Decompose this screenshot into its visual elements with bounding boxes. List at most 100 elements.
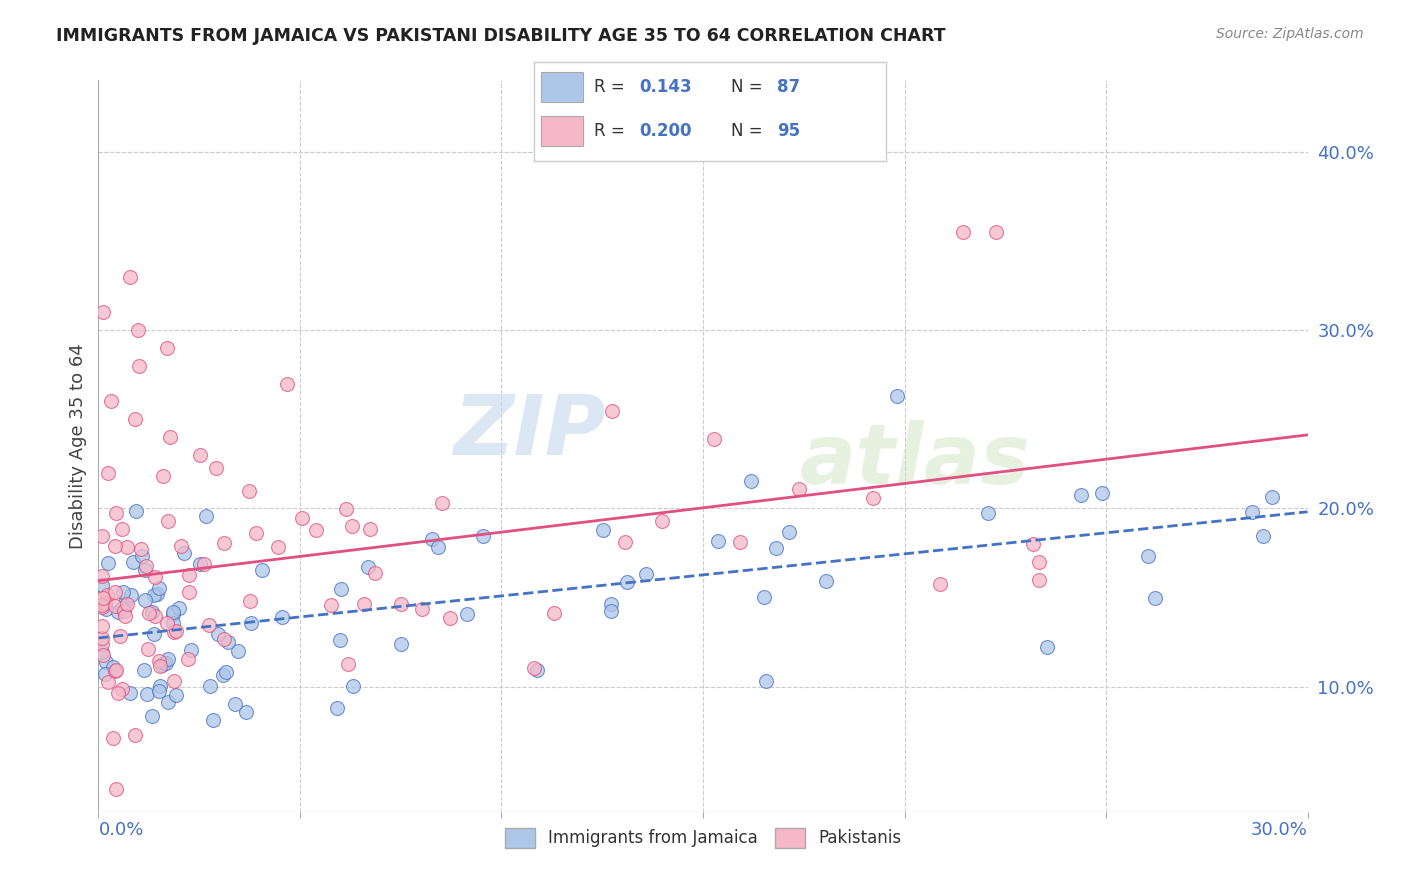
Point (94, 667, 117, 681)
Point (212, 632, 235, 646)
Point (103, 731, 125, 746)
Text: 87: 87 (776, 78, 800, 96)
Point (117, 598, 139, 612)
Point (162, 616, 184, 631)
Point (143, 626, 166, 640)
Point (177, 568, 200, 582)
Point (91, 578, 114, 592)
Point (148, 582, 170, 596)
Point (165, 689, 187, 703)
Point (224, 697, 246, 711)
Point (319, 598, 342, 612)
Point (198, 680, 221, 694)
Point (118, 686, 141, 700)
Point (115, 540, 138, 554)
Point (329, 632, 352, 647)
Point (148, 654, 170, 668)
Point (336, 657, 359, 671)
Point (526, 663, 548, 677)
Point (162, 605, 184, 619)
Point (91, 305, 114, 319)
Point (104, 584, 127, 599)
Point (148, 684, 170, 698)
Point (364, 566, 387, 581)
Point (886, 389, 908, 403)
Point (111, 522, 134, 536)
Point (217, 635, 239, 649)
Legend: Immigrants from Jamaica, Pakistanis: Immigrants from Jamaica, Pakistanis (498, 821, 908, 855)
Point (179, 585, 201, 599)
Point (91, 619, 114, 633)
Point (342, 679, 364, 693)
Point (326, 700, 349, 714)
Point (432, 496, 454, 510)
Point (420, 533, 443, 547)
Point (97, 466, 120, 480)
Point (426, 540, 449, 554)
Point (329, 582, 352, 596)
Point (91, 648, 114, 662)
Text: atlas: atlas (800, 420, 1031, 501)
Point (226, 643, 249, 657)
Point (173, 546, 195, 560)
Point (131, 549, 153, 563)
Point (252, 562, 274, 576)
Point (600, 604, 623, 618)
Point (411, 602, 433, 616)
Point (91, 529, 114, 543)
Point (752, 590, 775, 604)
Text: R =: R = (593, 78, 630, 96)
Point (592, 523, 614, 537)
Point (163, 624, 186, 639)
Point (155, 656, 177, 670)
Point (118, 269, 141, 284)
Point (134, 593, 156, 607)
Text: N =: N = (731, 122, 768, 140)
Point (156, 615, 179, 630)
Point (142, 587, 165, 601)
Point (165, 624, 187, 639)
Point (157, 514, 180, 528)
Point (163, 674, 186, 689)
Point (707, 533, 730, 548)
Point (91, 632, 114, 646)
Point (984, 225, 1007, 239)
Point (177, 652, 200, 666)
Point (127, 323, 149, 337)
Point (389, 636, 412, 650)
Point (929, 576, 952, 591)
Point (112, 604, 135, 618)
Point (740, 474, 762, 488)
Point (357, 560, 380, 574)
Point (212, 667, 235, 681)
Point (125, 504, 148, 518)
Point (353, 597, 375, 611)
Bar (541, 72, 583, 102)
Point (1028, 573, 1050, 587)
Point (170, 539, 193, 553)
Point (104, 664, 127, 678)
Text: 0.200: 0.200 (640, 122, 692, 140)
Point (167, 600, 190, 615)
Point (120, 588, 142, 602)
Text: IMMIGRANTS FROM JAMAICA VS PAKISTANI DISABILITY AGE 35 TO 64 CORRELATION CHART: IMMIGRANTS FROM JAMAICA VS PAKISTANI DIS… (56, 27, 946, 45)
Point (131, 541, 153, 556)
Point (1143, 591, 1166, 605)
Point (1028, 555, 1050, 569)
Point (101, 660, 124, 674)
Point (523, 661, 546, 675)
Point (105, 506, 128, 520)
Bar (541, 117, 583, 146)
Point (152, 468, 174, 483)
Point (389, 597, 412, 611)
Point (815, 574, 838, 588)
Point (149, 679, 172, 693)
Point (100, 394, 122, 409)
Point (728, 534, 751, 549)
Point (91, 599, 114, 614)
Point (1241, 506, 1264, 520)
Point (110, 601, 132, 615)
Point (96, 588, 118, 602)
Text: 30.0%: 30.0% (1251, 821, 1308, 838)
Point (238, 483, 260, 498)
